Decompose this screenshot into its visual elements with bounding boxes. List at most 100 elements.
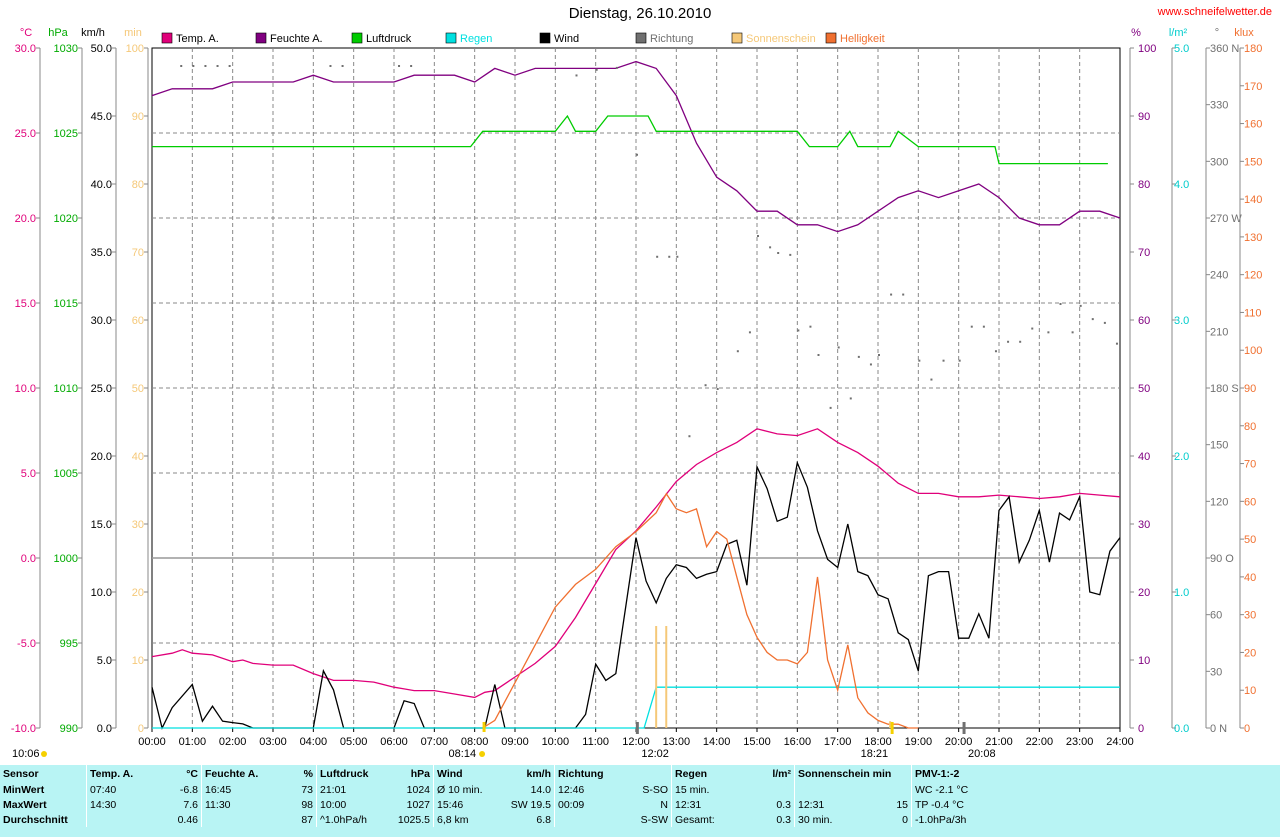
legend-label: Wind (554, 33, 579, 45)
legend-label: Luftdruck (366, 33, 412, 45)
legend-swatch (635, 32, 647, 44)
direction-point (982, 325, 985, 328)
stats-cell: 73 (301, 783, 313, 796)
sunmin-axis-label: 0 (138, 723, 144, 735)
site-url[interactable]: www.schneifelwetter.de (1157, 6, 1272, 18)
direction-point (228, 65, 231, 67)
pressure-axis-label: 1005 (54, 468, 78, 480)
wind-axis-label: 40.0 (91, 179, 112, 191)
x-tick-label: 06:00 (380, 736, 408, 748)
stats-panel: Sensor Temp. A. °C Feuchte A. % Luftdruc… (0, 765, 1280, 837)
direction-point (849, 397, 852, 400)
stats-cell: 6,8 km (433, 812, 498, 827)
series-line-regen (152, 686, 1120, 729)
direction-point (636, 153, 638, 156)
stats-cell (794, 782, 876, 797)
direction-point (890, 293, 893, 296)
stats-cell (876, 782, 912, 797)
direction-point (902, 293, 905, 296)
stats-cell (554, 812, 619, 827)
direction-point (837, 346, 840, 349)
x-tick-label: 18:00 (864, 736, 892, 748)
legend-label: Helligkeit (840, 33, 885, 45)
x-tick-label: 22:00 (1026, 736, 1054, 748)
direction-point (1059, 303, 1062, 305)
pressure-axis-label: 1015 (54, 298, 78, 310)
stats-row-label: MaxWert (3, 798, 47, 811)
stats-cell: 15 (896, 798, 908, 811)
x-tick-label: 09:00 (501, 736, 529, 748)
stats-cell: -1.0hPa/3h (911, 812, 1028, 827)
sunmin-axis-unit: min (124, 27, 142, 39)
humidity-axis-label: 50 (1138, 383, 1150, 395)
stats-header-rain-unit: l/m² (772, 767, 791, 780)
direction-point (1071, 331, 1074, 334)
wind-axis-label: 20.0 (91, 451, 112, 463)
direction-axis-label: 60 (1210, 610, 1222, 622)
direction-axis-label: 180 S (1210, 383, 1239, 395)
lux-axis-label: 60 (1244, 496, 1256, 508)
stats-header-humidity-unit: % (303, 767, 313, 780)
direction-point (716, 388, 719, 390)
stats-cell: 12:31 (794, 797, 876, 812)
direction-point (204, 65, 207, 67)
moonrise-label: 10:06 (12, 748, 40, 760)
direction-point (595, 68, 598, 71)
direction-point (970, 325, 973, 328)
stats-cell: 1024 (406, 783, 430, 796)
lux-axis-label: 120 (1244, 270, 1262, 282)
lux-axis-label: 140 (1244, 194, 1262, 206)
direction-axis-label: 270 W (1210, 213, 1242, 225)
legend-swatch (731, 32, 743, 44)
stats-cell: SW 19.5 (510, 798, 551, 811)
lux-axis-label: 70 (1244, 459, 1256, 471)
rain-axis-label: 2.0 (1174, 451, 1189, 463)
stats-cell: 14.0 (530, 783, 551, 796)
humidity-axis-label: 90 (1138, 111, 1150, 123)
wind-axis-unit: km/h (81, 27, 105, 39)
temp-axis-label: -5.0 (17, 638, 36, 650)
direction-point (930, 378, 933, 381)
direction-point (688, 435, 691, 438)
direction-axis-label: 300 (1210, 156, 1228, 168)
lux-axis-label: 40 (1244, 572, 1256, 584)
legend-swatch (351, 32, 363, 44)
stats-cell: WC -2.1 °C (911, 782, 1028, 797)
stats-cell: 7.6 (183, 798, 198, 811)
legend-swatch (825, 32, 837, 44)
legend-swatch (445, 32, 457, 44)
direction-point (180, 65, 183, 67)
stats-cell: S-SW (640, 813, 668, 826)
x-tick-label: 08:00 (461, 736, 489, 748)
stats-header-temp: Temp. A. (86, 765, 145, 782)
humidity-axis-label: 20 (1138, 587, 1150, 599)
sunmin-axis-label: 80 (132, 179, 144, 191)
sunmin-axis-label: 50 (132, 383, 144, 395)
wind-axis-label: 25.0 (91, 383, 112, 395)
direction-axis-label: 330 (1210, 100, 1228, 112)
rain-axis-label: 4.0 (1174, 179, 1189, 191)
rain-axis-label: 3.0 (1174, 315, 1189, 327)
stats-cell: 07:40 (86, 782, 145, 797)
direction-point (1007, 340, 1010, 343)
x-tick-label: 17:00 (824, 736, 852, 748)
direction-axis-label: 30 (1210, 666, 1222, 678)
stats-header-pressure: Luftdruck (316, 765, 383, 782)
sunmin-axis-label: 60 (132, 315, 144, 327)
rain-axis-label: 5.0 (1174, 43, 1189, 55)
chart-axes: 00:00 01:00 02:00 03:00 04:00 05:00 06:00 07:00… (11, 27, 1262, 748)
direction-axis-label: 150 (1210, 440, 1228, 452)
moon-icon (41, 751, 47, 757)
direction-axis-label: 90 O (1210, 553, 1234, 565)
stats-row-label: Durchschnitt (3, 813, 68, 826)
temp-axis-label: 25.0 (15, 128, 36, 140)
temp-axis-label: -10.0 (11, 723, 36, 735)
wind-axis-label: 45.0 (91, 111, 112, 123)
stats-header-sensor: Sensor (3, 767, 39, 780)
humidity-axis-label: 60 (1138, 315, 1150, 327)
rain-axis-label: 0.0 (1174, 723, 1189, 735)
x-tick-label: 04:00 (300, 736, 328, 748)
direction-point (1091, 318, 1094, 321)
legend-swatch (255, 32, 267, 44)
stats-cell: Gesamt: (671, 812, 738, 827)
